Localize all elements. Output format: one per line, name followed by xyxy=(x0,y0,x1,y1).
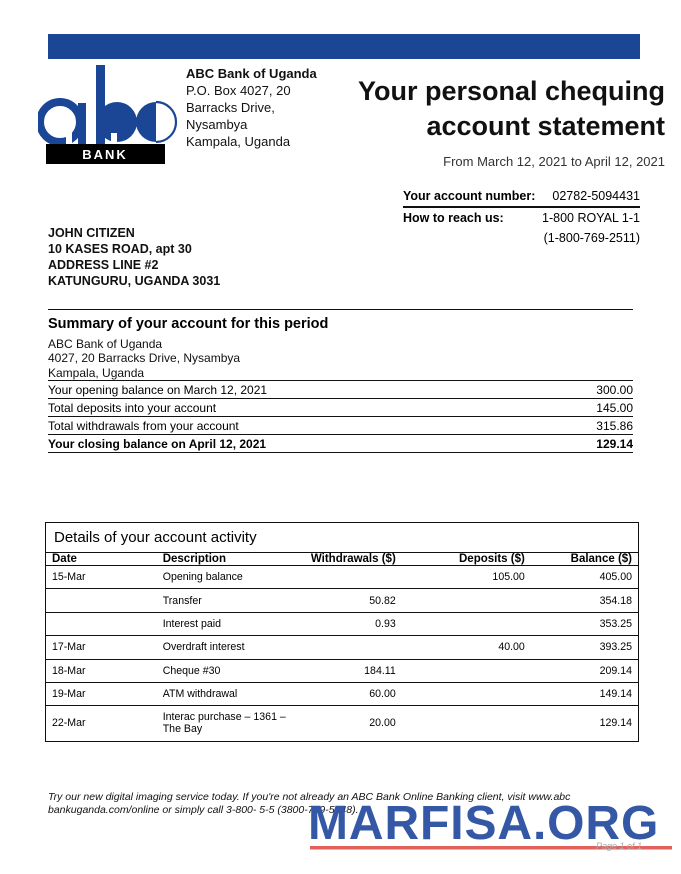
svg-text:BANK: BANK xyxy=(82,147,128,162)
